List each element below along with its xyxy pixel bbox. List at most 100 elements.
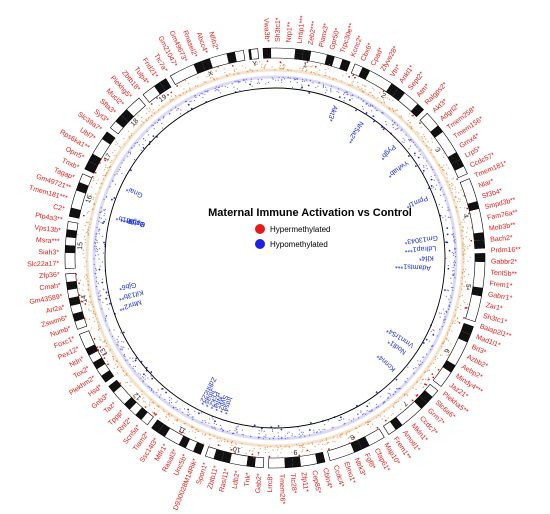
hypo-point	[182, 411, 184, 414]
hyper-point	[167, 419, 170, 421]
chromosome-label: 1	[302, 62, 307, 70]
hyper-point	[459, 200, 461, 202]
hyper-point	[91, 303, 93, 305]
hypo-point	[418, 150, 420, 152]
hyper-point	[223, 68, 225, 70]
hyper-point	[82, 249, 85, 251]
ideogram-band	[324, 54, 335, 67]
hyper-point	[86, 260, 88, 262]
hypo-point	[234, 80, 236, 83]
ideogram-band	[135, 407, 148, 420]
hyper-point	[457, 306, 459, 309]
hyper-point	[462, 238, 464, 240]
hyper-point	[117, 143, 119, 145]
legend-hypo-label: Hypomethylated	[270, 240, 328, 249]
hypo-point	[227, 86, 229, 88]
hypo-point	[309, 434, 311, 436]
sig-hypo-point	[113, 197, 116, 199]
sig-hyper-point	[431, 373, 434, 376]
hypo-point	[451, 274, 453, 276]
hyper-point	[87, 280, 89, 282]
sig-hyper-point	[103, 357, 106, 359]
ideogram-band	[467, 302, 480, 314]
hyper-point	[455, 309, 457, 311]
hypo-point	[176, 109, 178, 111]
hyper-gene-label: Mob3b**	[489, 222, 517, 233]
hyper-point	[229, 447, 231, 449]
sig-hyper-point	[167, 94, 169, 96]
hypo-point	[304, 435, 306, 437]
hyper-point	[169, 98, 171, 100]
hypo-point	[360, 411, 362, 413]
hyper-gene-label: C2*	[52, 204, 65, 214]
sig-hypo-point	[197, 412, 200, 415]
hypo-point	[322, 85, 325, 87]
hyper-point	[414, 394, 416, 396]
hyper-point	[363, 91, 365, 93]
hyper-point	[231, 444, 233, 447]
hypo-point	[140, 149, 142, 151]
hyper-point	[328, 63, 331, 66]
hypo-point	[180, 109, 182, 111]
ideogram-band	[248, 49, 253, 60]
hyper-point	[416, 381, 418, 384]
hyper-point	[314, 73, 316, 75]
hyper-point	[357, 86, 360, 88]
hypo-point	[128, 151, 130, 153]
hypo-point	[204, 93, 206, 95]
sig-hyper-point	[231, 64, 234, 67]
ideogram-band	[185, 64, 198, 77]
hypo-point	[387, 397, 389, 400]
hyper-gene-label: Fgf8*	[363, 452, 377, 470]
hyper-point	[211, 76, 213, 78]
ideogram-band	[171, 432, 184, 445]
sig-hyper-point	[84, 303, 87, 305]
chromosome-segment	[151, 419, 205, 455]
hyper-point	[137, 393, 139, 395]
hypo-point	[407, 366, 409, 368]
hypo-point	[96, 226, 98, 228]
hypo-point	[431, 345, 433, 347]
hypo-point	[439, 316, 441, 318]
sig-hypo-point	[338, 96, 341, 99]
sig-hyper-point	[458, 321, 461, 324]
hyper-point	[264, 446, 266, 448]
hypo-point	[394, 122, 396, 124]
ideogram-band	[205, 446, 217, 459]
hypo-point	[395, 128, 397, 130]
ideogram-band	[451, 159, 464, 171]
hypo-point	[205, 421, 207, 424]
hyper-point	[430, 363, 432, 365]
hypo-point	[352, 418, 355, 420]
hypo-point	[235, 427, 237, 429]
hypo-point	[141, 375, 144, 378]
hyper-gene-label: Smpd3b**	[484, 197, 517, 211]
ideogram-band	[474, 253, 485, 263]
hyper-point	[462, 247, 464, 249]
hypo-point	[332, 426, 334, 429]
hypo-point	[370, 104, 372, 106]
ideogram-band	[398, 93, 412, 106]
hypo-point	[104, 212, 106, 215]
hyper-point	[249, 68, 251, 70]
hyper-point	[373, 89, 375, 91]
hypo-point	[161, 123, 163, 125]
hyper-point	[469, 244, 471, 247]
sig-hyper-point	[104, 157, 106, 160]
hypo-point	[121, 349, 124, 351]
hypo-point	[164, 398, 166, 401]
ideogram-band	[317, 52, 328, 65]
hypo-point	[168, 402, 170, 404]
hypo-point	[124, 356, 126, 358]
ideogram-band	[234, 50, 245, 62]
hyper-point	[216, 437, 219, 439]
hypo-point	[278, 76, 280, 79]
chromosome-label: 11	[178, 424, 188, 434]
sig-hypo-point	[413, 152, 416, 155]
hyper-point	[395, 401, 397, 404]
ideogram-band	[96, 363, 110, 376]
hypo-point	[220, 424, 222, 426]
ideogram-band	[450, 345, 464, 358]
hyper-point	[111, 160, 113, 162]
hyper-point	[461, 277, 463, 279]
